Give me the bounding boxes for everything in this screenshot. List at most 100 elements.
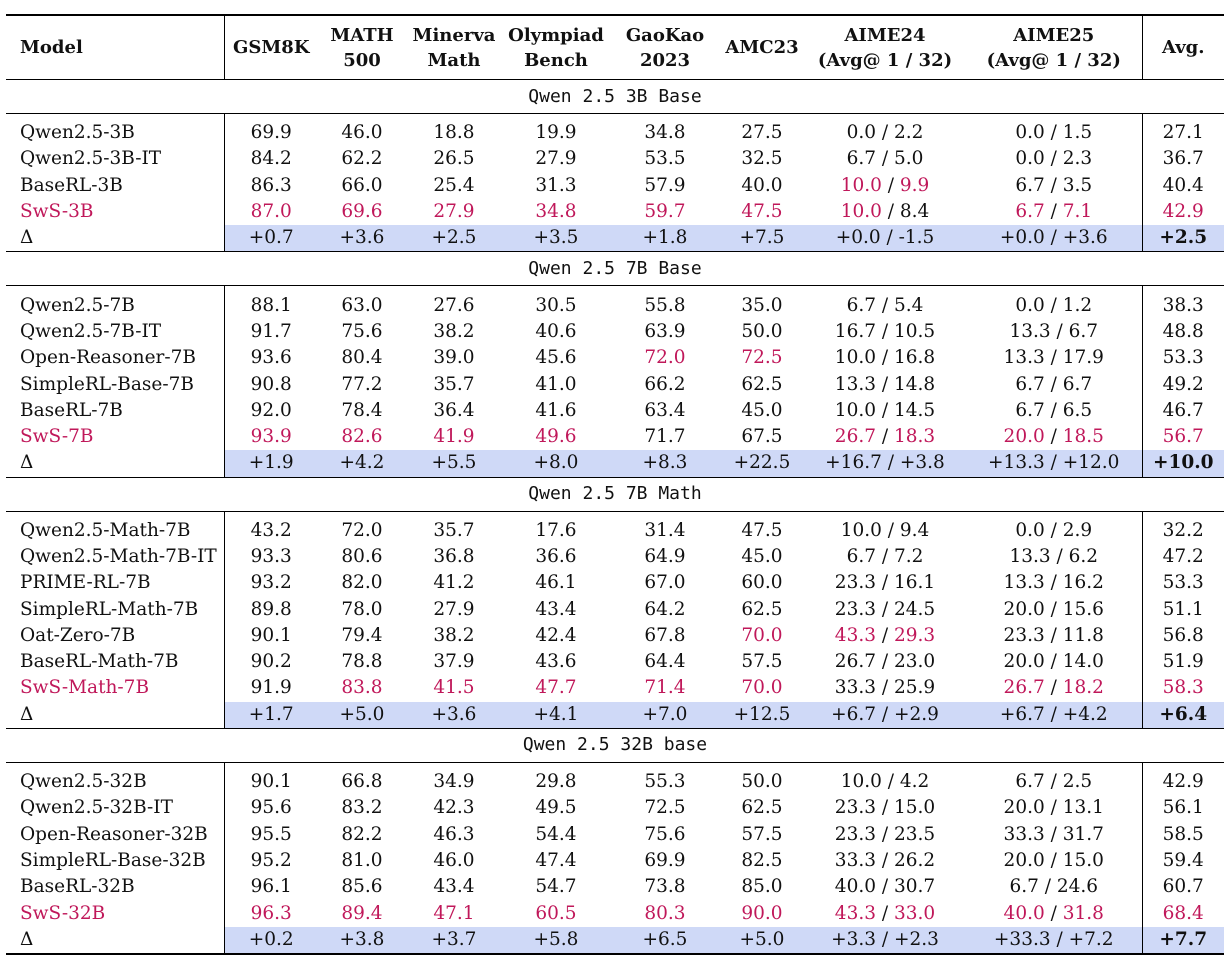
cell-value-avg1: 20.0 <box>1003 598 1045 620</box>
table-cell: +7.0 <box>610 701 720 729</box>
cell-value-avg32: 16.2 <box>1062 572 1104 594</box>
cell-value-avg1: 0.0 <box>1015 122 1045 144</box>
cell-value: 95.5 <box>250 823 292 845</box>
cell-value: 80.4 <box>341 347 383 369</box>
cell-value-avg1: +0.0 <box>999 227 1045 249</box>
cell-value: 49.2 <box>1162 373 1204 395</box>
table-row: SimpleRL-Base-32B 95.2 81.0 46.0 47.4 69.9 82.… <box>6 847 1224 875</box>
table-cell: 26.5 <box>406 146 502 172</box>
model-name: SwS-Math-7B <box>20 677 150 699</box>
cell-value: 35.7 <box>433 519 475 541</box>
cell-value: 43.6 <box>535 651 577 673</box>
cell-value: 50.0 <box>741 771 783 793</box>
table-cell: 63.0 <box>318 286 406 319</box>
table-cell: 6.7 / 24.6 <box>1009 876 1099 898</box>
table-cell: 81.0 <box>318 848 406 874</box>
cell-value: 75.6 <box>644 823 686 845</box>
column-header: AIME24 (Avg@ 1 / 32) <box>804 14 966 80</box>
table-cell: 43.4 <box>406 874 502 900</box>
table-cell: 20.0 / 18.5 <box>1003 426 1104 448</box>
group-title: Qwen 2.5 7B Base <box>6 251 1224 287</box>
cell-value-avg32: 23.0 <box>894 651 936 673</box>
model-name: BaseRL-7B <box>20 399 123 421</box>
table-cell: 25.4 <box>406 173 502 199</box>
table-cell: 13.3 / 14.8 <box>834 373 936 395</box>
cell-value: 70.0 <box>741 624 783 646</box>
table-row: BaseRL-7B 92.0 78.4 36.4 41.6 63.4 45.0 10.0 / … <box>6 397 1224 424</box>
cell-value: 89.8 <box>250 598 292 620</box>
table-cell: 58.3 <box>1141 675 1224 702</box>
cell-value-avg1: 23.3 <box>834 572 876 594</box>
table-cell: 54.4 <box>502 822 610 848</box>
cell-value: 27.9 <box>433 201 475 223</box>
table-cell: 0.0 / 1.2 <box>1015 294 1093 316</box>
table-cell: 27.5 <box>720 114 804 147</box>
table-cell: 88.1 <box>223 285 318 319</box>
table-row: SimpleRL-Math-7B 89.8 78.0 27.9 43.4 64.2 62.5… <box>6 596 1224 623</box>
cell-value-avg1: 10.0 <box>840 771 882 793</box>
table-cell: +10.0 <box>1141 450 1224 478</box>
table-cell: 51.1 <box>1141 596 1224 623</box>
table-cell: 49.2 <box>1141 371 1224 398</box>
table-cell: 35.0 <box>720 286 804 319</box>
table-cell: 67.0 <box>610 570 720 596</box>
table-cell: 37.9 <box>406 649 502 675</box>
cell-value-avg32: 9.9 <box>899 174 930 196</box>
table-cell: 95.6 <box>223 795 318 822</box>
table-row: Qwen2.5-3B 69.9 46.0 18.8 19.9 34.8 27.5 0.0 / … <box>6 113 1224 147</box>
table-cell: 10.0 / 8.4 <box>840 201 930 223</box>
table-row: Qwen2.5-32B 90.1 66.8 34.9 29.8 55.3 50.0 10.0 … <box>6 762 1224 796</box>
table-cell: 63.9 <box>610 319 720 345</box>
cell-value: 39.0 <box>433 347 475 369</box>
table-cell: 48.8 <box>1141 318 1224 346</box>
cell-value-avg1: 26.7 <box>834 426 876 448</box>
cell-value: 42.3 <box>433 797 475 819</box>
cell-value-avg1: 10.0 <box>840 519 882 541</box>
cell-value: 53.3 <box>1162 572 1204 594</box>
table-cell: 40.4 <box>1141 172 1224 199</box>
model-name: SwS-3B <box>20 201 94 223</box>
table-cell: 58.5 <box>1141 821 1224 848</box>
cell-value-avg32: 6.5 <box>1062 399 1093 421</box>
table-row: BaseRL-32B 96.1 85.6 43.4 54.7 73.8 85.0 40.0 /… <box>6 874 1224 901</box>
table-cell: 47.1 <box>406 900 502 926</box>
cell-value-avg32: +2.9 <box>894 703 939 725</box>
cell-value-avg32: 15.6 <box>1062 598 1104 620</box>
table-cell: 80.4 <box>318 345 406 371</box>
cell-value: +7.5 <box>739 227 785 249</box>
cell-value-avg1: +33.3 <box>993 928 1051 950</box>
cell-value: 50.0 <box>741 320 783 342</box>
table-cell: 80.6 <box>318 544 406 570</box>
table-cell: 41.2 <box>406 570 502 596</box>
cell-value-avg1: 6.7 <box>846 546 876 567</box>
cell-value: +7.0 <box>642 703 688 725</box>
column-header: MATH 500 <box>318 14 406 80</box>
table-cell: 43.3 / 29.3 <box>834 624 936 646</box>
table-cell: 45.6 <box>502 345 610 371</box>
cell-value-avg1: 6.7 <box>846 148 876 170</box>
table-cell: 87.0 <box>223 198 318 226</box>
cell-value: 72.5 <box>741 347 783 369</box>
cell-value: 91.9 <box>250 677 292 699</box>
cell-value: 71.4 <box>644 677 686 699</box>
cell-value: 36.6 <box>535 546 577 567</box>
table-cell: 39.0 <box>406 345 502 371</box>
cell-value-avg32: 9.4 <box>899 519 930 541</box>
table-cell: 23.3 / 23.5 <box>834 823 936 845</box>
cell-value-avg1: 13.3 <box>1009 546 1051 567</box>
model-name: Qwen2.5-32B <box>20 771 147 793</box>
cell-value: +2.5 <box>431 227 477 249</box>
table-cell: 47.5 <box>720 511 804 544</box>
table-cell: +7.7 <box>1141 926 1224 956</box>
cell-value: 85.0 <box>741 876 783 898</box>
cell-value: 45.6 <box>535 347 577 369</box>
table-cell: +3.8 <box>318 926 406 956</box>
cell-value: 96.1 <box>250 876 292 898</box>
table-cell: 67.5 <box>720 424 804 450</box>
table-cell: 16.7 / 10.5 <box>834 320 936 342</box>
table-cell: 75.6 <box>610 822 720 848</box>
table-cell: 91.9 <box>223 675 318 702</box>
cell-value-avg1: 0.0 <box>1015 519 1045 541</box>
cell-value-avg1: 6.7 <box>846 294 876 316</box>
cell-value: 27.5 <box>741 122 783 144</box>
